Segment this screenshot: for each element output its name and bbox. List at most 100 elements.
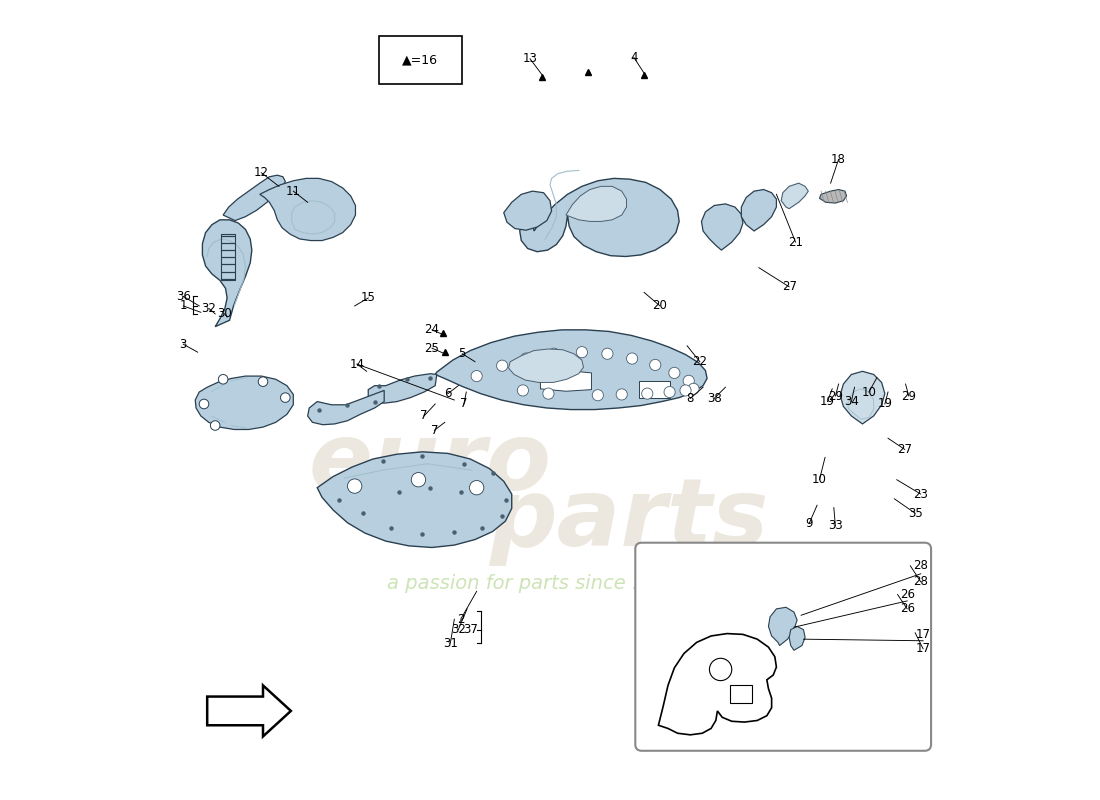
Polygon shape [317,452,512,547]
Text: 10: 10 [812,474,827,486]
Text: 38: 38 [707,392,722,405]
Text: 26: 26 [900,588,915,601]
Circle shape [616,389,627,400]
Text: 36: 36 [176,290,190,303]
Text: euro: euro [309,418,552,510]
Text: 31: 31 [443,637,458,650]
Polygon shape [840,371,884,424]
Polygon shape [504,191,551,230]
Text: 19: 19 [820,395,835,408]
Text: 23: 23 [913,487,928,501]
Circle shape [199,399,209,409]
Text: 10: 10 [861,386,877,398]
Text: 11: 11 [286,185,300,198]
FancyBboxPatch shape [636,542,931,750]
Text: 6: 6 [444,387,452,400]
Text: 12: 12 [254,166,268,179]
Text: 7: 7 [420,410,428,422]
Text: 28: 28 [913,575,928,588]
Circle shape [602,348,613,359]
Text: parts: parts [490,474,769,566]
Text: 35: 35 [908,506,923,520]
Polygon shape [789,626,805,650]
Text: 13: 13 [522,52,538,66]
Text: 33: 33 [828,519,843,533]
Circle shape [470,481,484,495]
Circle shape [576,346,587,358]
Text: 32: 32 [201,302,217,315]
Circle shape [669,367,680,378]
Circle shape [542,388,554,399]
Polygon shape [659,634,777,735]
Text: 27: 27 [782,280,796,294]
Circle shape [710,658,732,681]
Text: 7: 7 [431,424,438,437]
Text: 29: 29 [901,390,916,402]
Text: 15: 15 [361,291,376,305]
Text: 29: 29 [828,390,843,402]
Circle shape [627,353,638,364]
Text: 30: 30 [218,307,232,321]
Polygon shape [702,204,743,250]
Polygon shape [436,330,707,410]
Polygon shape [207,686,290,737]
Text: 1: 1 [179,299,187,313]
Text: 17: 17 [915,628,931,641]
Polygon shape [540,370,592,391]
FancyBboxPatch shape [379,37,462,84]
Circle shape [219,374,228,384]
Circle shape [411,473,426,487]
Text: 5: 5 [459,347,466,360]
Polygon shape [781,183,808,209]
Circle shape [471,370,482,382]
Polygon shape [741,190,777,231]
Text: 34: 34 [844,395,859,408]
Text: 27: 27 [898,443,912,456]
Circle shape [520,353,531,364]
Text: 19: 19 [878,398,892,410]
Bar [221,234,235,281]
Text: 28: 28 [913,559,928,572]
Text: 20: 20 [652,299,668,313]
Text: 14: 14 [350,358,364,370]
Text: a passion for parts since 1985: a passion for parts since 1985 [387,574,681,593]
Polygon shape [565,186,627,222]
Circle shape [210,421,220,430]
Circle shape [664,386,675,398]
Polygon shape [508,349,583,382]
Text: 22: 22 [692,355,707,368]
Circle shape [641,388,652,399]
Circle shape [683,375,694,386]
Circle shape [496,360,508,371]
Circle shape [680,385,691,396]
Polygon shape [769,607,798,646]
Polygon shape [308,390,384,425]
Text: 9: 9 [805,517,813,530]
Circle shape [348,479,362,494]
Text: 18: 18 [832,153,846,166]
Text: ▲=16: ▲=16 [403,54,438,67]
Bar [730,686,752,703]
Text: 17: 17 [915,642,931,655]
Text: 8: 8 [686,392,694,405]
Polygon shape [195,376,294,430]
Text: 4: 4 [630,50,638,64]
Circle shape [280,393,290,402]
Text: 7: 7 [460,398,467,410]
Text: 25: 25 [425,342,439,354]
Text: 24: 24 [425,323,440,336]
Polygon shape [260,178,355,241]
Circle shape [650,359,661,370]
Circle shape [688,383,700,394]
Circle shape [592,390,604,401]
Text: 3: 3 [179,338,187,350]
Polygon shape [820,190,847,203]
Polygon shape [368,374,437,403]
Text: 26: 26 [900,602,915,615]
Circle shape [258,377,267,386]
Polygon shape [202,220,252,326]
Text: 32: 32 [451,623,465,636]
Circle shape [549,348,560,359]
Polygon shape [223,175,285,221]
Polygon shape [519,178,679,257]
